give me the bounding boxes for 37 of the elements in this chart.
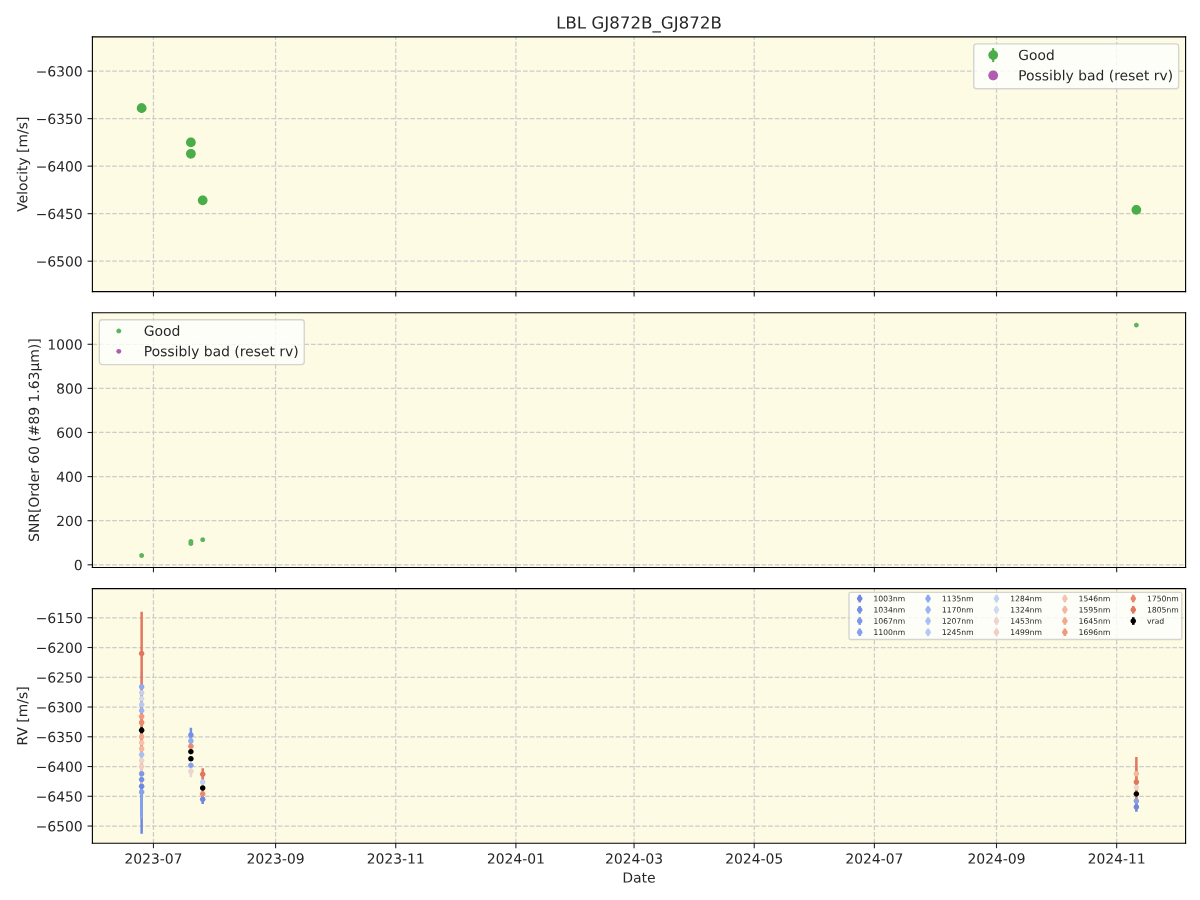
y-tick-label: −6150 xyxy=(37,612,82,624)
x-axis-title: Date xyxy=(623,872,655,883)
y-axis-title: SNR[Order 60 (#89 1.63μm)] xyxy=(28,339,42,541)
x-tick-label: 2024-11 xyxy=(1088,853,1145,864)
y-tick-label: 1000 xyxy=(48,339,82,350)
y-tick-label: −6350 xyxy=(37,113,82,125)
x-tick-label: 2024-09 xyxy=(968,853,1025,864)
y-tick-label: −6500 xyxy=(37,256,82,267)
y-tick-label: −6250 xyxy=(37,672,82,683)
y-axis-title: RV [m/s] xyxy=(16,687,30,745)
y-tick-label: 800 xyxy=(57,383,82,394)
y-tick-label: −6300 xyxy=(37,66,82,77)
y-tick-label: 0 xyxy=(74,559,82,571)
y-tick-label: −6450 xyxy=(37,791,82,802)
y-axis-title: Velocity [m/s] xyxy=(16,117,31,212)
y-tick-label: 200 xyxy=(57,515,82,527)
legend-label: Good xyxy=(1018,49,1054,61)
y-tick-label: −6450 xyxy=(37,208,82,220)
y-tick-label: 600 xyxy=(57,427,82,438)
x-tick-label: 2024-01 xyxy=(487,853,544,864)
y-tick-label: −6300 xyxy=(37,701,82,713)
x-tick-label: 2023-11 xyxy=(367,853,424,864)
y-tick-label: −6350 xyxy=(37,731,82,743)
y-tick-label: −6400 xyxy=(37,161,82,172)
x-tick-label: 2024-05 xyxy=(726,853,783,864)
x-tick-label: 2024-03 xyxy=(606,853,662,864)
legend-label: Good xyxy=(144,325,180,336)
y-tick-label: −6400 xyxy=(37,761,82,773)
legend-label: Possibly bad (reset rv) xyxy=(145,345,298,360)
x-tick-label: 2023-07 xyxy=(125,853,182,864)
y-tick-label: 400 xyxy=(56,471,82,483)
chart-title: LBL GJ872B_GJ872B xyxy=(557,16,721,33)
y-tick-label: −6200 xyxy=(37,642,82,653)
x-tick-label: 2024-07 xyxy=(846,853,903,864)
x-tick-label: 2023-09 xyxy=(247,853,304,864)
y-tick-label: −6500 xyxy=(37,821,82,832)
legend-label: Possibly bad (reset rv) xyxy=(1019,69,1172,84)
